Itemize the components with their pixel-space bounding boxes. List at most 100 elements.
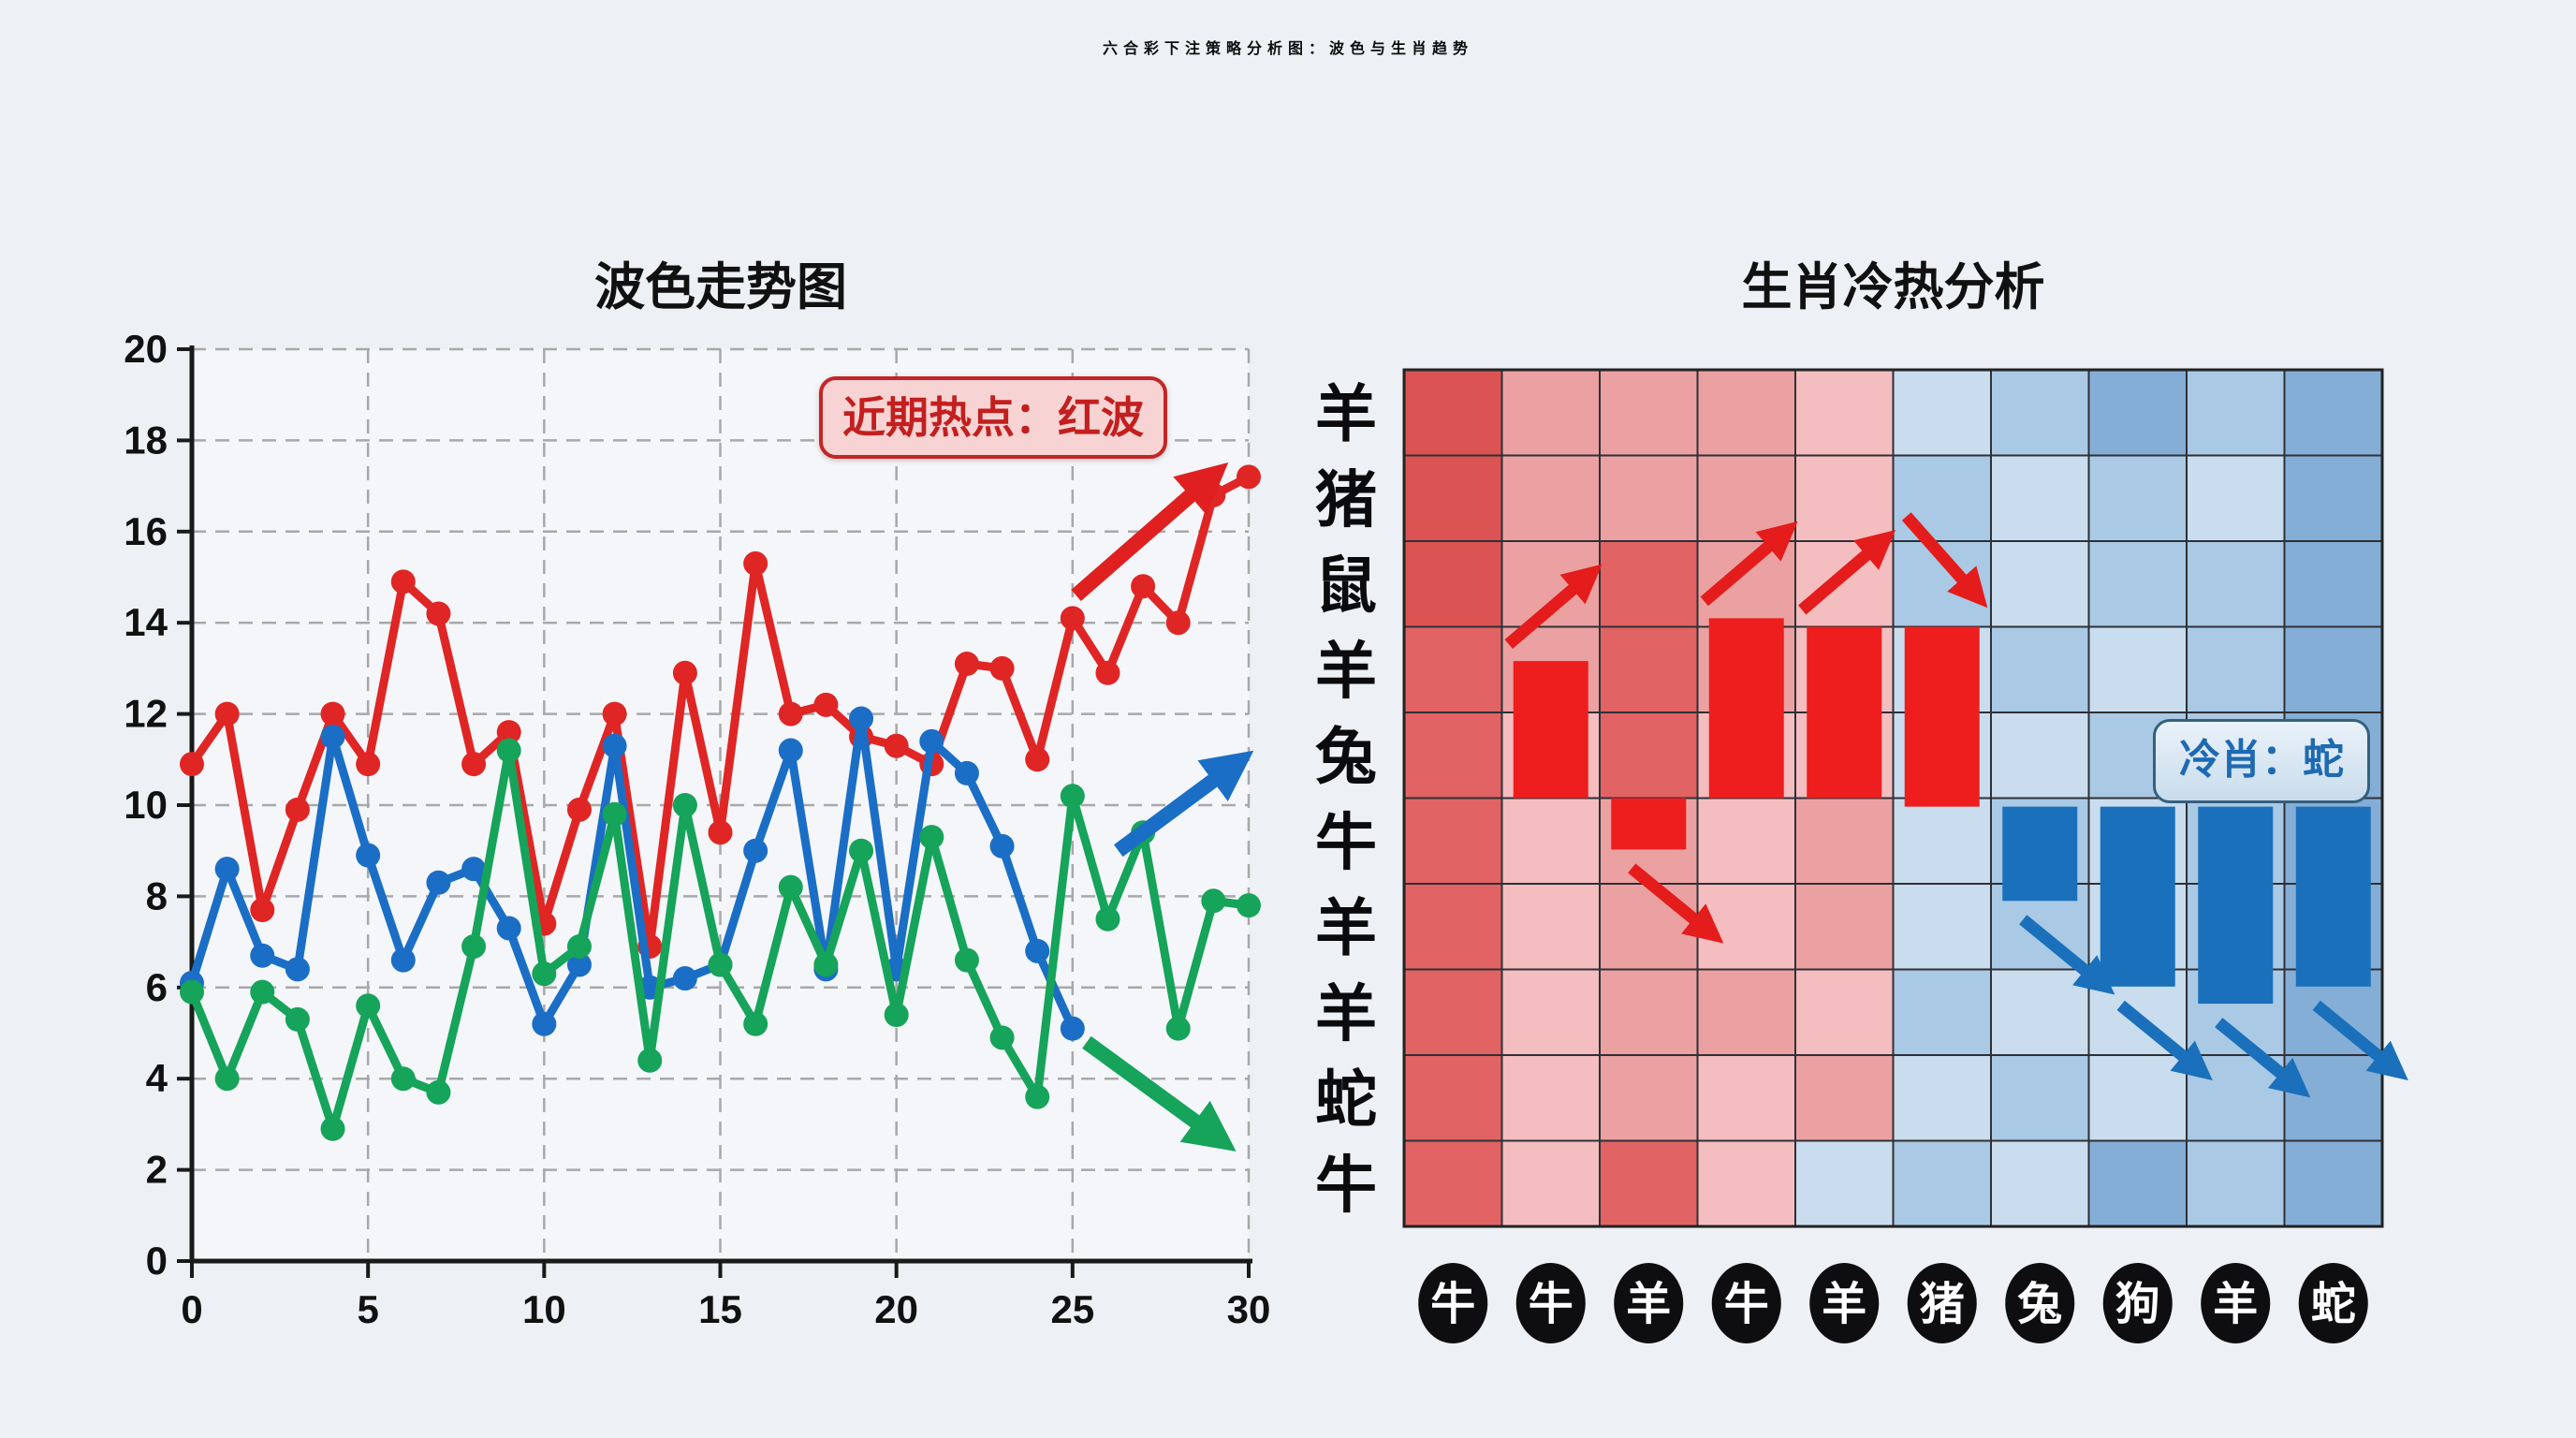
y-tick-label: 18 [124,418,168,462]
heatmap-cell [1403,1054,1503,1142]
heatmap-cell [2283,454,2383,542]
blue-down-arrow-col9 [2215,1018,2311,1098]
heatmap-cell [1696,968,1796,1056]
hot-bar-col3 [1611,798,1687,850]
heatmap-cell [1403,883,1503,971]
data-point-绿波 [1060,784,1085,809]
heatmap-cell [1599,625,1699,713]
heatmap-cell [1990,968,2090,1056]
data-point-蓝波 [672,966,697,991]
heatmap-cell [1990,369,2090,457]
heatmap-cell [1500,968,1601,1056]
data-point-蓝波 [461,857,487,882]
heatmap-cell [2186,540,2286,628]
data-point-绿波 [496,738,521,763]
data-point-绿波 [356,993,381,1019]
y-tick-label: 10 [124,783,168,827]
data-point-蓝波 [496,916,521,941]
heatmap-cell [2186,625,2286,713]
pig-badge-glyph: 猪 [1920,1280,1965,1329]
data-point-蓝波 [1060,1016,1085,1041]
data-point-绿波 [390,1066,416,1092]
data-point-绿波 [426,1079,451,1105]
data-point-红波 [708,820,733,845]
data-point-绿波 [250,979,275,1005]
hot-trend-annotation: 近期热点：红波 [819,376,1167,459]
heatmap-cell [1599,1139,1699,1227]
data-point-绿波 [1201,888,1226,914]
y-tick-label: 0 [146,1239,168,1283]
ram2-badge [2201,1263,2271,1343]
red-up-arrow-col4 [1700,521,1798,607]
heatmap-cell [1403,1139,1503,1227]
data-point-红波 [180,752,204,777]
goat-badge-glyph: 羊 [1626,1280,1671,1329]
dog-badge-glyph: 狗 [2115,1280,2160,1329]
heatmap-cell [1599,540,1699,628]
snake-badge-glyph: 蛇 [2311,1280,2356,1329]
goat-icon: 羊 [1315,636,1377,705]
red-up-arrow-col2 [1504,564,1603,650]
heatmap-cell [2283,1139,2383,1227]
blue-up-trend-arrow [1114,750,1254,858]
data-point-红波 [356,752,381,777]
heatmap-cell [1794,968,1895,1056]
data-point-红波 [884,733,909,758]
heatmap-cell [1696,1139,1796,1227]
data-point-红波 [461,752,487,777]
heatmap-cell [2087,1139,2188,1227]
data-point-红波 [320,701,345,726]
data-point-红波 [1131,574,1156,599]
red-up-arrow-col5 [1798,530,1896,615]
heatmap-cell [2186,1139,2286,1227]
heatmap-cell [1599,883,1699,971]
heatmap-border [1402,368,2384,1228]
heatmap-cell [1403,625,1503,713]
data-point-绿波 [637,1048,663,1073]
heatmap-cell [1500,1054,1601,1142]
data-point-红波 [1237,464,1261,490]
heatmap-cell [1696,1054,1796,1142]
pig-icon: 猪 [1315,464,1377,534]
heatmap-cell [1990,712,2090,800]
data-point-绿波 [778,874,803,900]
red-down-arrow-col6 [1901,512,1988,609]
heatmap-cell [2087,625,2188,713]
red-down-arrow-col3 [1628,863,1724,944]
red-up-trend-arrow [1071,462,1229,602]
heatmap-cell [1990,625,2090,713]
hot-bar-col5 [1807,626,1882,799]
data-point-红波 [426,601,451,626]
data-point-蓝波 [1025,938,1050,963]
heatmap-cell [1599,712,1699,800]
ox-char2-badge [1711,1263,1781,1343]
data-point-绿波 [1025,1084,1050,1109]
data-point-蓝波 [566,952,592,977]
data-point-蓝波 [778,738,803,763]
data-point-红波 [672,660,697,685]
heatmap-cell [1794,883,1895,971]
data-point-蓝波 [849,706,874,731]
data-point-蓝波 [426,870,451,895]
heatmap-cell [1696,369,1796,457]
heatmap-cell [1990,540,2090,628]
heatmap-cell [2087,369,2188,457]
data-point-绿波 [884,1003,909,1028]
ox-badge-glyph: 牛 [1430,1280,1475,1329]
heatmap-cell [2087,454,2188,542]
data-point-绿波 [461,933,487,959]
heatmap-cell [1990,1139,2090,1227]
data-point-红波 [989,655,1015,681]
heatmap-cell [1500,369,1601,457]
x-tick-label: 0 [181,1287,202,1331]
heatmap-cell [1990,1054,2090,1142]
data-point-红波 [813,692,839,717]
data-point-蓝波 [320,724,345,749]
data-point-红波 [954,652,979,677]
data-point-绿波 [1095,906,1120,932]
data-point-蓝波 [602,733,627,758]
heatmap-cell [1990,454,2090,542]
blue-down-arrow-col8 [2116,1000,2213,1081]
rabbit-badge-glyph: 兔 [2017,1280,2062,1329]
